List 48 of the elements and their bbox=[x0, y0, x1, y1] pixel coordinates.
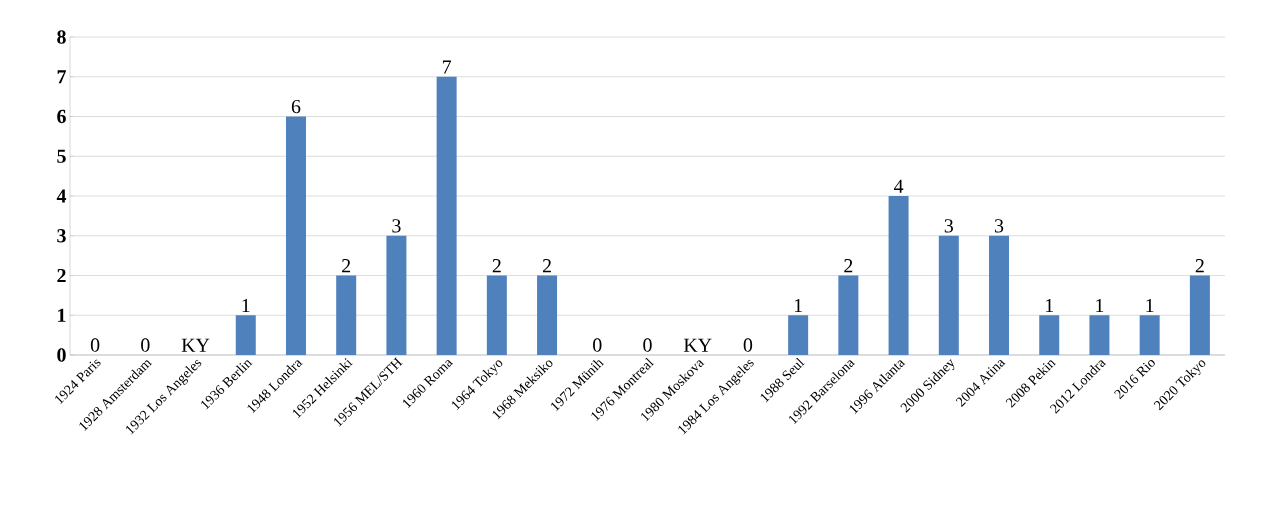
bar bbox=[1189, 275, 1210, 355]
text: KY bbox=[181, 338, 210, 352]
data-label: 2 bbox=[542, 259, 551, 273]
data-label: 7 bbox=[442, 60, 452, 74]
y-tick-label: 2 bbox=[57, 268, 66, 283]
bar bbox=[235, 315, 256, 355]
data-label: 2 bbox=[844, 259, 853, 273]
data-label: 3 bbox=[392, 219, 401, 233]
bar bbox=[1039, 315, 1060, 355]
data-label: 0 bbox=[643, 338, 652, 352]
bar bbox=[486, 275, 507, 355]
bar bbox=[285, 116, 306, 355]
data-label: 3 bbox=[944, 219, 953, 233]
bar bbox=[436, 76, 457, 355]
data-label: 0 bbox=[743, 338, 753, 352]
data-label: 2 bbox=[342, 259, 351, 273]
bar bbox=[1089, 315, 1110, 355]
bar bbox=[386, 235, 407, 355]
data-label: 1 bbox=[242, 298, 250, 313]
data-label: 2 bbox=[1195, 259, 1204, 273]
bar bbox=[537, 275, 558, 355]
data-label: 2 bbox=[492, 259, 501, 273]
bar bbox=[838, 275, 859, 355]
bar bbox=[938, 235, 959, 355]
y-tick-label: 4 bbox=[56, 189, 67, 203]
y-tick-label: 6 bbox=[57, 109, 66, 124]
bar bbox=[336, 275, 357, 355]
bar bbox=[989, 235, 1010, 355]
data-label: 6 bbox=[291, 99, 301, 114]
data-label: 3 bbox=[994, 219, 1004, 233]
data-label: 1 bbox=[1146, 298, 1154, 313]
bar bbox=[1139, 315, 1160, 355]
data-label: 1 bbox=[1045, 298, 1054, 313]
data-label: 1 bbox=[1096, 298, 1104, 313]
data-label: 0 bbox=[593, 338, 602, 352]
y-tick-label: 7 bbox=[57, 70, 66, 84]
bar bbox=[888, 196, 909, 355]
y-tick-label: 0 bbox=[57, 348, 66, 362]
data-label: 0 bbox=[90, 338, 100, 352]
data-label: 0 bbox=[141, 338, 150, 352]
data-label: 4 bbox=[893, 179, 904, 193]
y-tick-label: 8 bbox=[57, 30, 66, 44]
y-tick-label: 1 bbox=[58, 308, 66, 322]
data-label: 1 bbox=[794, 298, 802, 313]
text: KY bbox=[683, 338, 712, 352]
bar bbox=[788, 315, 809, 355]
y-tick-label: 3 bbox=[57, 229, 66, 243]
y-tick-label: 5 bbox=[57, 149, 66, 163]
